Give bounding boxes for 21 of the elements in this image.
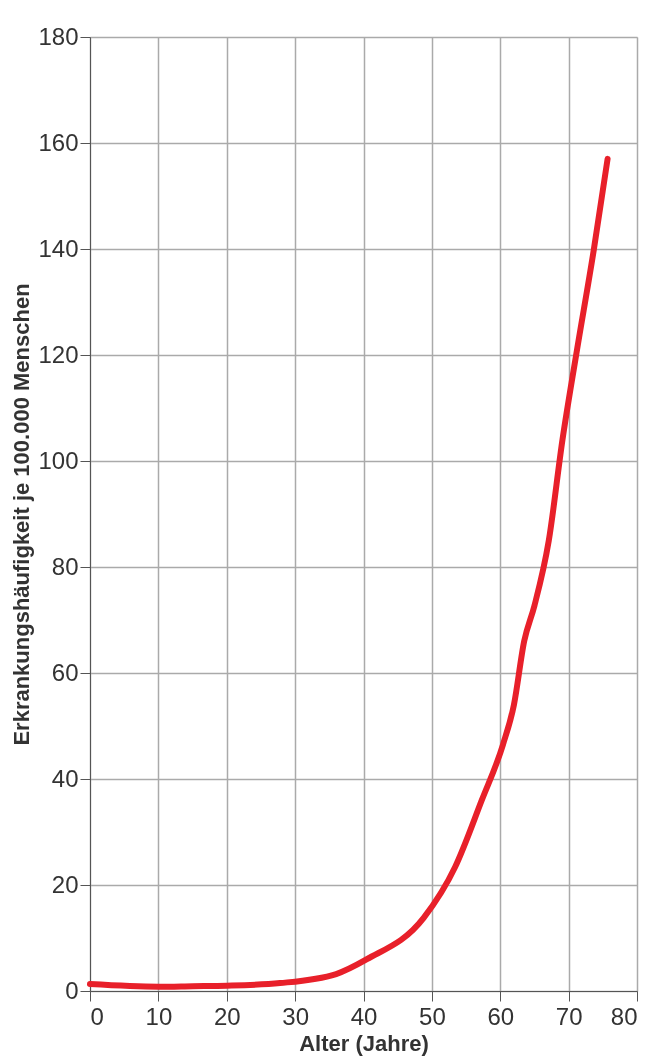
y-tick-label: 0 xyxy=(65,976,79,1004)
y-axis-title: Erkrankungshäufigkeit je 100.000 Menschen xyxy=(9,283,35,746)
y-tick-label: 100 xyxy=(38,446,79,474)
x-tick-label: 10 xyxy=(145,1002,173,1030)
x-tick-label: 40 xyxy=(350,1002,378,1030)
x-tick-label: 80 xyxy=(610,1002,638,1030)
x-axis-title: Alter (Jahre) xyxy=(299,1030,429,1056)
y-tick-label: 20 xyxy=(51,870,79,898)
x-tick-label: 30 xyxy=(282,1002,309,1030)
x-tick-label: 70 xyxy=(555,1002,583,1030)
x-tick-label: 50 xyxy=(419,1002,446,1030)
x-tick-label: 20 xyxy=(213,1002,241,1030)
y-tick-label: 120 xyxy=(38,340,79,368)
y-tick-label: 80 xyxy=(51,552,79,580)
x-tick-label: 60 xyxy=(487,1002,515,1030)
y-tick-label: 60 xyxy=(51,658,79,686)
y-tick-label: 140 xyxy=(38,234,79,262)
y-tick-label: 180 xyxy=(38,22,79,50)
y-tick-label: 160 xyxy=(38,128,79,156)
y-tick-label: 40 xyxy=(51,764,79,792)
x-tick-label: 0 xyxy=(90,1002,104,1030)
